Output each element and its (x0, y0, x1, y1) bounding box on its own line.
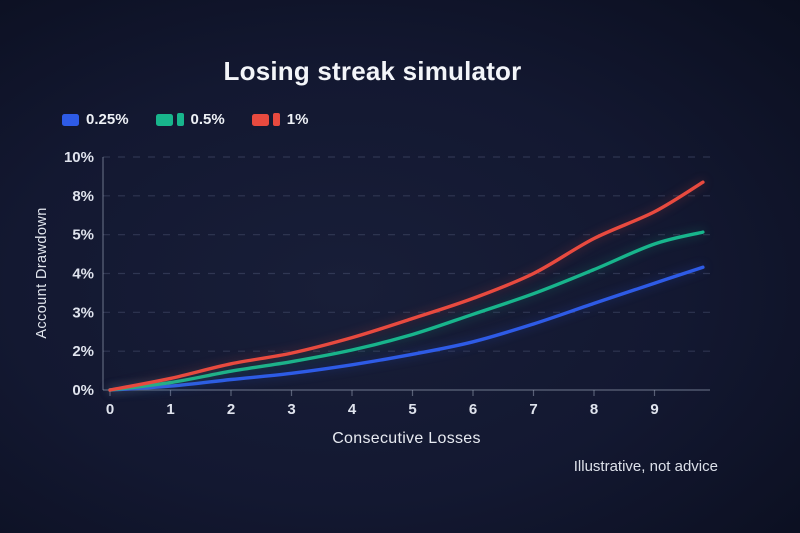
x-tick-label: 6 (469, 401, 477, 418)
x-tick-label: 3 (287, 401, 295, 418)
legend-item-05: 0.5% (155, 111, 225, 128)
x-tick-label: 4 (348, 401, 357, 418)
legend-label: 0.5% (190, 111, 225, 128)
series-line-0.25% (108, 265, 705, 392)
legend-item-025: 0.25% (62, 111, 129, 128)
x-axis-title: Consecutive Losses (332, 430, 481, 447)
chart-legend: 0.25% 0.5% 1% (62, 111, 308, 128)
y-tick-label: 8% (72, 188, 94, 205)
legend-swatch-red-icon (251, 113, 269, 126)
x-tick-label: 8 (590, 401, 598, 418)
series-line-1% (108, 180, 705, 392)
x-tick-label: 7 (529, 401, 537, 418)
disclaimer-note: Illustrative, not advice (573, 458, 718, 475)
legend-swatch-green-small-icon (176, 113, 184, 126)
y-tick-label: 4% (72, 266, 94, 283)
y-tick-label: 3% (72, 304, 94, 321)
x-tick-label: 5 (408, 401, 416, 418)
legend-label: 1% (286, 111, 309, 128)
x-tick-label: 0 (106, 401, 114, 418)
page-title: Losing streak simulator (223, 56, 522, 86)
legend-swatch-red-small-icon (272, 113, 280, 126)
y-tick-label: 0% (72, 382, 94, 399)
series-line-0.5% (108, 230, 705, 392)
x-tick-label: 9 (650, 401, 658, 418)
x-tick-label: 2 (227, 401, 235, 418)
y-tick-label: 2% (72, 343, 94, 360)
y-tick-label: 5% (72, 227, 94, 244)
legend-label: 0.25% (86, 111, 129, 128)
legend-item-1: 1% (251, 111, 309, 128)
y-tick-label: 10% (64, 149, 94, 166)
legend-swatch-blue-icon (62, 113, 79, 126)
y-axis-title: Account Drawdown (34, 207, 50, 339)
x-tick-label: 1 (166, 401, 174, 418)
legend-swatch-green-icon (155, 113, 173, 126)
